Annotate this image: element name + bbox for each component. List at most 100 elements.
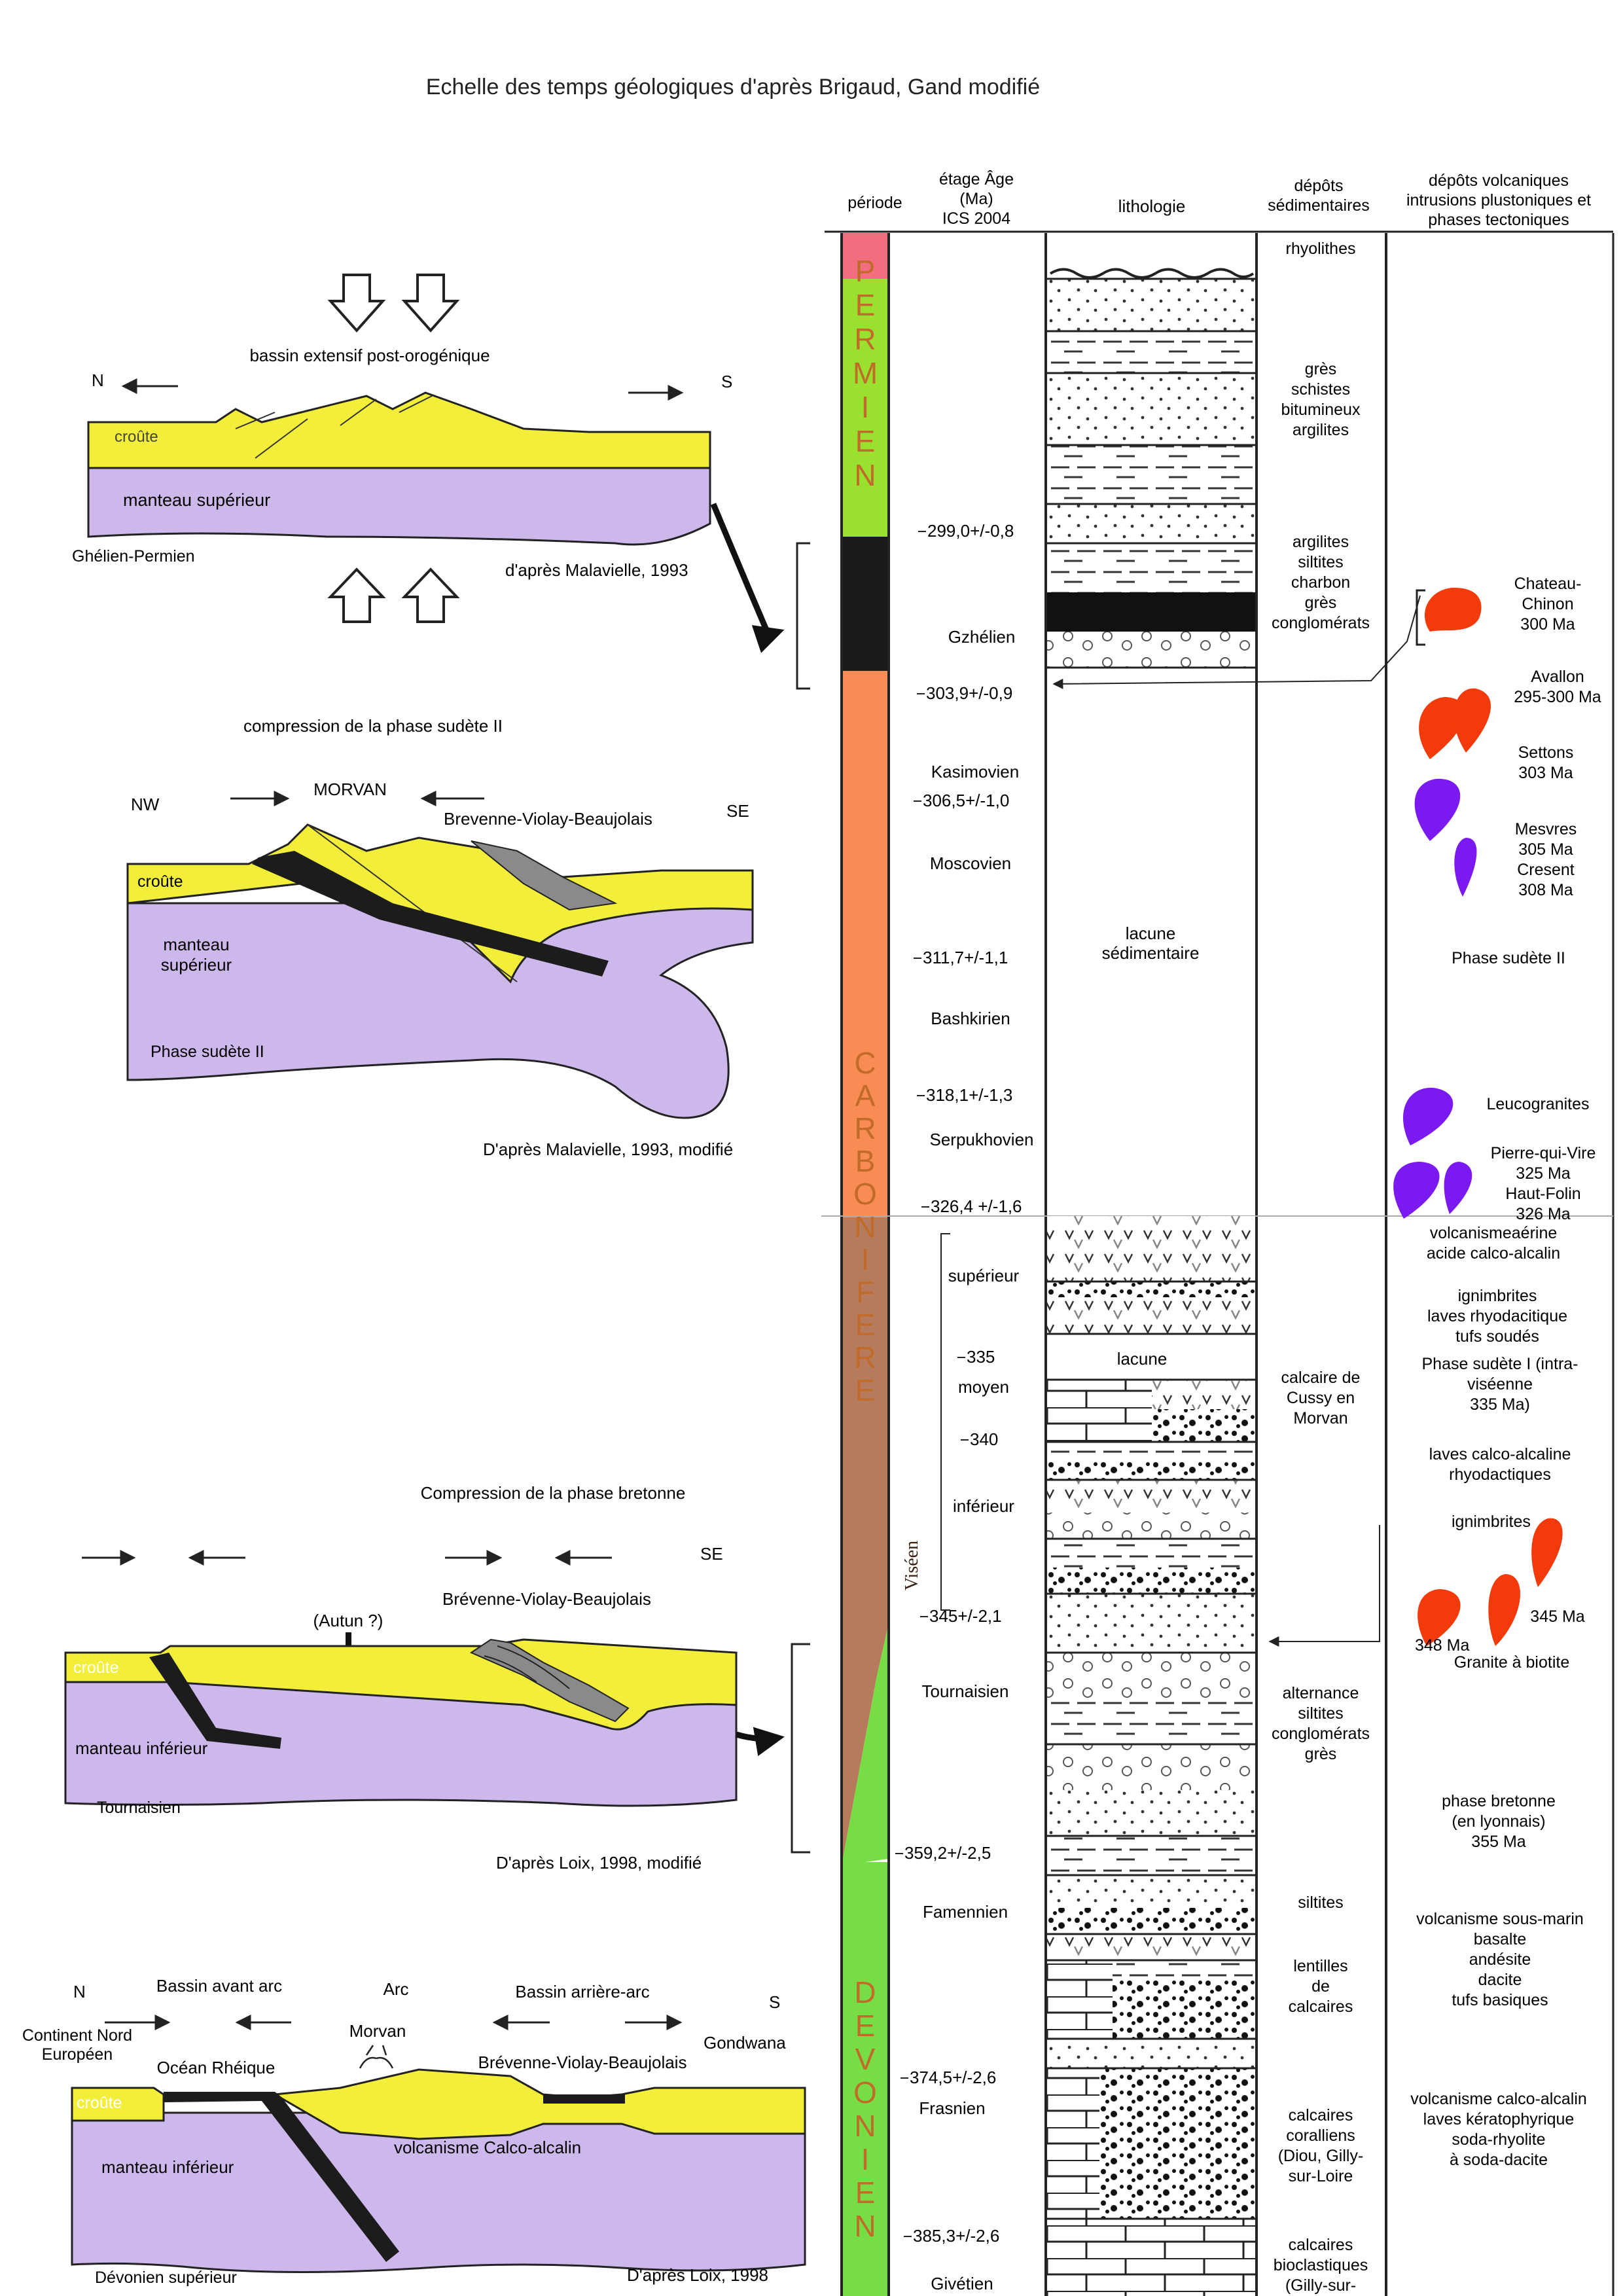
volcanic-label: viséenne (1467, 1375, 1533, 1393)
period-letter-devonien: N (854, 2209, 876, 2243)
intrusion-drop-icon (1418, 1589, 1461, 1646)
stage-label: Frasnien (919, 2098, 985, 2118)
section-sudete-compression: compression de la phase sudète II NW MOR… (126, 716, 754, 1159)
period-letter-permien: R (854, 322, 876, 356)
volcanic-label: ignimbrites (1458, 1287, 1537, 1305)
stage-label: Tournaisien (922, 1681, 1009, 1701)
s2-mantle-label-1: manteau (163, 935, 229, 954)
s4-mantle-label: manteau inférieur (101, 2157, 234, 2177)
stage-label: Famennien (923, 1902, 1008, 1922)
s1-mantle (87, 467, 711, 546)
s2-mantle-label-2: supérieur (161, 955, 232, 975)
s4-ocean-label: Océan Rhéique (157, 2058, 276, 2077)
section-extensional-basin: bassin extensif post-orogénique N S croû… (72, 274, 785, 653)
intrusion-drop-icon (1393, 1162, 1440, 1219)
period-letter-carbonifere: N (854, 1210, 876, 1244)
volcanic-label: laves kératophyrique (1423, 2110, 1575, 2128)
volcanic-label: volcanismeaérine (1430, 1224, 1558, 1242)
s2-morvan-label: MORVAN (313, 780, 387, 799)
s4-morvan-label: Morvan (349, 2021, 406, 2041)
volcanic-label: ignimbrites (1452, 1513, 1531, 1531)
bracket-visean (940, 1233, 950, 1611)
section-breton-compression: Compression de la phase bretonne SE Brév… (64, 1483, 785, 1873)
age-label: 335 (967, 1347, 995, 1367)
depot-label: de (1311, 1977, 1330, 1996)
litho-lacune: lacune (1117, 1349, 1168, 1369)
s4-gondwana-label: Gondwana (704, 2033, 786, 2053)
header-volc-1: dépôts volcaniques (1429, 171, 1569, 190)
volcanic-label: Avallon (1531, 668, 1584, 686)
depot-label: grès (1305, 594, 1337, 612)
volcanic-label: (en lyonnais) (1452, 1812, 1545, 1831)
age-label: 326,4 +/-1,6 (931, 1196, 1022, 1216)
curved-arrow-icon (735, 1727, 785, 1757)
s3-se-label: SE (700, 1544, 723, 1564)
intrusion-drop-icon (1425, 587, 1482, 632)
period-gzhelien (842, 537, 889, 671)
s2-source-label: D'après Malavielle, 1993, modifié (483, 1139, 733, 1159)
volcano-icon (359, 2045, 394, 2069)
depot-label: grès (1305, 1745, 1337, 1763)
period-letter-carbonifere: E (855, 1373, 876, 1407)
depot-label: Cussy en (1287, 1389, 1355, 1407)
depot-label: argilites (1293, 533, 1349, 551)
volcanic-label: Phase sudète I (intra- (1421, 1355, 1578, 1373)
s4-arc-label: Arc (383, 1979, 409, 1999)
volcanic-label: 345 Ma (1530, 1607, 1584, 1626)
intrusion-drop-icon (1444, 1162, 1472, 1214)
depot-label: argilites (1293, 421, 1349, 439)
intrusion-drop-icon (1454, 838, 1477, 897)
s4-north-label: N (73, 1982, 86, 2001)
volcanic-label: 305 Ma (1518, 840, 1573, 859)
s4-age-label: Dévonien supérieur (95, 2269, 237, 2287)
s1-age-label: Ghélien-Permien (72, 547, 195, 565)
link-arrow-chateau (1052, 595, 1421, 689)
depot-label: charbon (1291, 573, 1350, 592)
depot-label: calcaire de (1281, 1369, 1361, 1387)
hollow-arrow-up-icon (327, 567, 460, 623)
period-letter-permien: N (854, 458, 876, 492)
depot-label: alternance (1283, 1684, 1359, 1702)
period-letter-devonien: O (853, 2075, 877, 2109)
age-label: 345+/-2,1 (929, 1606, 1002, 1626)
s3-crust (64, 1638, 738, 1731)
litho-lacune-sed-2: sédimentaire (1102, 943, 1200, 963)
age-label: 374,5+/-2,6 (910, 2068, 996, 2087)
s4-crust-right (272, 2068, 806, 2140)
age-label: 359,2+/-2,5 (904, 1843, 991, 1863)
volcanic-label: rhyodactiques (1449, 1465, 1551, 1484)
period-tournaisien-green (842, 1623, 889, 1865)
depot-label: conglomérats (1272, 1725, 1370, 1743)
section-rheic-ocean: N Bassin avant arc Arc Bassin arrière-ar… (22, 1976, 806, 2287)
intrusion-drop-icon (1488, 1574, 1520, 1646)
s3-autun-label: (Autun ?) (313, 1611, 383, 1630)
s4-avant-arc-label: Bassin avant arc (156, 1976, 282, 1996)
stratigraphic-column: période étage Âge (Ma) ICS 2004 litholog… (791, 170, 1614, 2296)
period-letter-permien: M (853, 356, 878, 390)
volcanic-label: Granite à biotite (1454, 1653, 1570, 1672)
s4-crust-label: croûte (77, 2094, 122, 2112)
s1-mantle-label: manteau supérieur (123, 490, 270, 510)
volcanic-label: 355 Ma (1471, 1833, 1525, 1851)
depot-label: conglomérats (1272, 614, 1370, 632)
volcanic-label: Pierre-qui-Vire (1491, 1144, 1596, 1162)
period-letter-devonien: I (861, 2142, 870, 2176)
depot-label: (Diou, Gilly- (1278, 2147, 1364, 2165)
volcanic-label: Cresent (1517, 861, 1575, 879)
intrusion-drop-icon (1402, 1087, 1454, 1145)
header-periode: période (847, 194, 902, 212)
period-letter-devonien: D (854, 1975, 876, 2009)
period-letter-carbonifere: R (854, 1340, 876, 1374)
volcanic-label: Leucogranites (1486, 1095, 1589, 1113)
volcanic-label: basalte (1474, 1930, 1527, 1948)
period-letter-carbonifere: C (854, 1046, 876, 1080)
depot-label: grès (1305, 360, 1337, 378)
s3-slab (149, 1653, 281, 1749)
intrusion-drop-icon (1419, 697, 1466, 759)
period-letter-devonien: E (855, 2009, 876, 2043)
volcanic-label: 300 Ma (1520, 615, 1575, 634)
period-visean (842, 1217, 889, 1865)
period-permien-top (842, 233, 889, 279)
stage-label: Kasimovien (931, 762, 1019, 781)
